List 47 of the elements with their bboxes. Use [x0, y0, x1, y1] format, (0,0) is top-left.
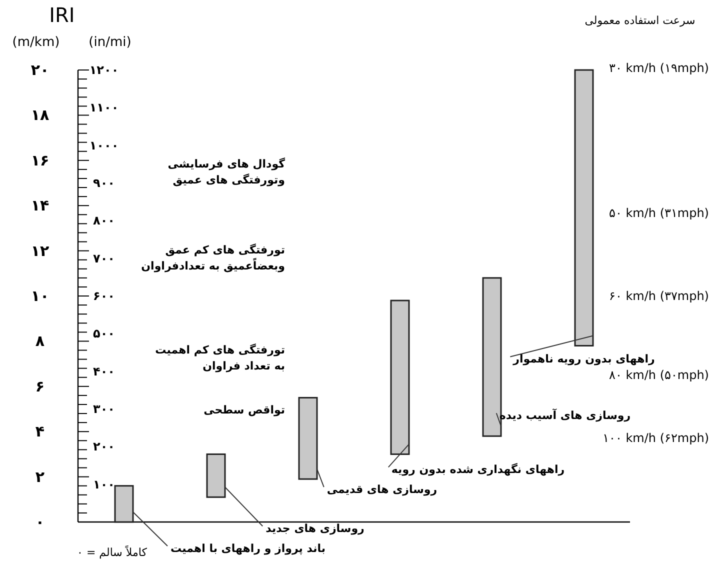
y2-axis-title: (in/mi)	[88, 35, 132, 50]
annotation: گودال های فرسایشی وتورفتگی های عمیق	[168, 158, 286, 186]
annotation: ۵۰ km/h (۳۱mph)	[609, 206, 709, 220]
y-axis-title: (m/km)	[12, 35, 60, 50]
text: روسازی های جدید	[266, 522, 364, 536]
y2-tick-label: ۱۱۰۰	[89, 100, 119, 115]
bar	[206, 453, 226, 498]
annotation: روسازی های قدیمی	[326, 483, 438, 496]
y2-tick-label: ۲۰۰	[93, 440, 115, 454]
y2-tick-label: ۴۰۰	[93, 364, 115, 378]
y2-tick-label: ۶۰۰	[93, 289, 115, 303]
y2-tick-label: ۵۰۰	[93, 326, 115, 341]
annotation: راههای بدون رویه ناهموار	[512, 352, 655, 366]
annotation: ۱۰۰ km/h (۶۲mph)	[602, 431, 709, 445]
annotation: تورفتگی های کم اهمیت به تعداد فراوان	[155, 344, 285, 372]
y2-tick-label: ۷۰۰	[93, 251, 115, 266]
y2-tick-label: ۱۰۰۰	[89, 138, 119, 152]
text: باند پرواز و راههای با اهمیت	[170, 542, 326, 555]
y-tick-label: ۲۰	[30, 61, 50, 79]
annotation: ۶۰ km/h (۳۷mph)	[609, 289, 709, 303]
bar	[574, 69, 594, 346]
chart-title: IRI	[49, 3, 75, 27]
text: سرعت استفاده معمولی	[584, 14, 696, 27]
y2-tick-label: ۸۰۰	[93, 214, 115, 228]
y-tick-label: ۴	[35, 422, 45, 441]
annotation: ۸۰ km/h (۵۰mph)	[609, 368, 709, 382]
y-tick-label: ۱۰	[30, 287, 50, 305]
bar	[114, 485, 134, 523]
bar	[298, 396, 318, 480]
annotation: ۳۰ km/h (۱۹mph)	[609, 61, 709, 75]
y2-tick-label: ۱۰۰	[93, 477, 115, 492]
annotation: راههای نگهداری شده بدون رویه	[391, 463, 565, 476]
y-tick-label: ۸	[35, 332, 45, 350]
y-tick-label: ۲	[35, 468, 45, 486]
annotation: تورفتگی های کم عمق وبعضاًعمیق به تعدادفراوان	[141, 244, 286, 272]
y2-tick-label: ۳۰۰	[93, 402, 115, 416]
text: کاملاً سالم = ۰	[77, 544, 148, 559]
y-tick-label: ۶	[35, 377, 45, 396]
bar	[390, 300, 410, 455]
y-tick-label: ۱۴	[30, 196, 50, 215]
y2-tick-label: ۱۲۰۰	[89, 63, 119, 77]
annotation: تواقص سطحی	[204, 404, 285, 416]
y2-tick-label: ۹۰۰	[93, 176, 115, 190]
y-tick-label: ۰	[35, 513, 45, 531]
y-tick-label: ۱۲	[30, 242, 50, 260]
y-tick-label: ۱۸	[30, 106, 50, 124]
y-tick-label: ۱۶	[30, 151, 50, 170]
